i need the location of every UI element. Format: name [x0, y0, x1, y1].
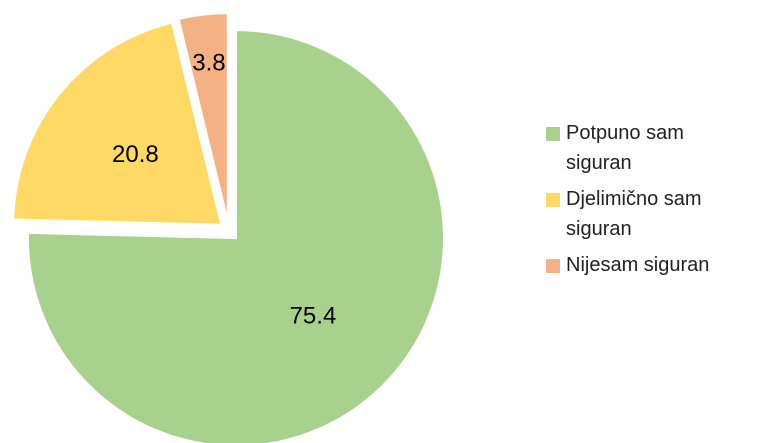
- legend: Potpuno sam siguran Djelimično sam sigura…: [546, 118, 728, 286]
- legend-swatch: [546, 193, 560, 207]
- pie-slice: [27, 29, 445, 443]
- pie-slice: [177, 12, 229, 222]
- data-label: 3.8: [192, 49, 225, 76]
- data-label: 75.4: [290, 302, 337, 329]
- legend-item: Nijesam siguran: [546, 250, 728, 280]
- legend-label: Djelimično sam siguran: [566, 188, 702, 240]
- legend-swatch: [546, 127, 560, 141]
- legend-item: Potpuno sam siguran: [546, 118, 728, 178]
- data-label: 20.8: [112, 141, 159, 168]
- legend-swatch: [546, 259, 560, 273]
- pie-slice: [12, 21, 223, 226]
- legend-label: Potpuno sam siguran: [566, 122, 684, 174]
- legend-label: Nijesam siguran: [566, 254, 710, 276]
- legend-item: Djelimično sam siguran: [546, 184, 728, 244]
